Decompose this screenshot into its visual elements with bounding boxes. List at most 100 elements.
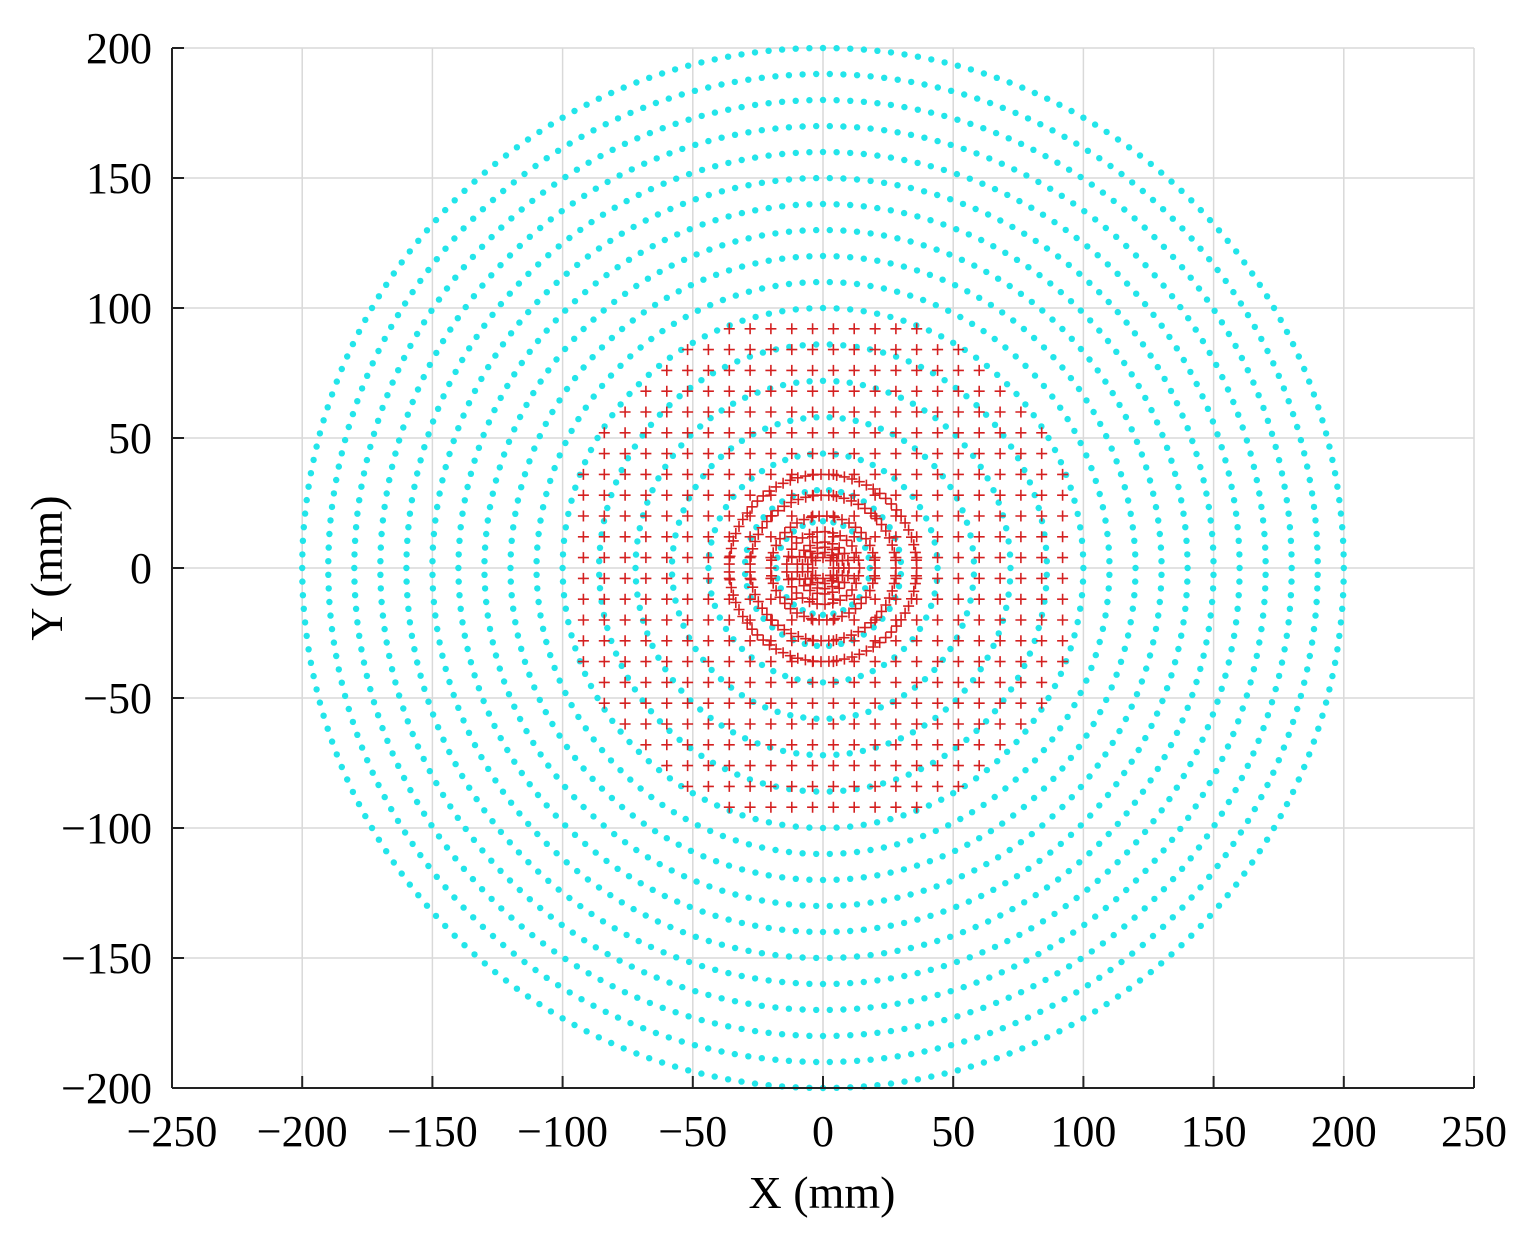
cyan-dot (692, 196, 699, 203)
cyan-dot (1224, 892, 1231, 899)
cyan-dot (1011, 963, 1018, 970)
cyan-dot (1113, 671, 1120, 678)
cyan-dot (731, 944, 739, 952)
cyan-dot (1230, 398, 1237, 406)
cyan-dot (1054, 876, 1062, 883)
cyan-dot (833, 751, 840, 758)
cyan-dot (847, 201, 854, 209)
red-plus (871, 611, 883, 623)
cyan-dot (1068, 107, 1075, 115)
cyan-dot (806, 751, 813, 758)
cyan-dot (1077, 605, 1084, 612)
cyan-dot (341, 436, 349, 444)
red-plus (640, 697, 652, 709)
cyan-dot (995, 630, 1002, 637)
cyan-dot (819, 518, 827, 525)
cyan-dot (1113, 781, 1120, 788)
cyan-dot (1260, 724, 1267, 732)
red-plus (911, 718, 923, 730)
cyan-dot (914, 159, 921, 167)
cyan-dot (857, 456, 864, 464)
red-plus (819, 598, 831, 610)
cyan-dot (417, 851, 424, 859)
cyan-dot (934, 564, 941, 572)
cyan-dot (705, 991, 712, 999)
cyan-dot (705, 137, 712, 145)
cyan-dot (383, 490, 390, 497)
cyan-dot (575, 415, 582, 423)
cyan-dot (666, 402, 673, 409)
cyan-dot (404, 718, 411, 725)
cyan-dot (774, 421, 781, 428)
cyan-dot (874, 257, 881, 264)
cyan-dot (907, 292, 914, 299)
cyan-dot (521, 170, 528, 178)
cyan-dot (455, 704, 462, 711)
cyan-dot (518, 484, 525, 491)
red-plus (745, 574, 757, 586)
cyan-dot (739, 812, 746, 819)
cyan-dot (1118, 170, 1125, 178)
cyan-dot (1230, 497, 1238, 504)
cyan-dot (351, 578, 358, 585)
cyan-dot (1010, 812, 1017, 819)
red-plus (821, 614, 833, 626)
cyan-dot (1071, 427, 1078, 435)
cyan-dot (531, 684, 538, 691)
cyan-dot (984, 918, 992, 925)
red-plus (741, 507, 753, 519)
cyan-dot (614, 264, 621, 271)
cyan-dot (980, 327, 987, 335)
cyan-dot (629, 317, 636, 324)
cyan-dot (983, 362, 991, 370)
cyan-dot (1297, 692, 1305, 700)
cyan-dot (923, 614, 930, 621)
cyan-dot (752, 260, 759, 267)
cyan-dot (545, 877, 552, 884)
cyan-dot (792, 927, 799, 935)
red-plus (973, 468, 985, 480)
cyan-dot (738, 156, 745, 164)
cyan-dot (654, 211, 662, 218)
red-plus (702, 635, 714, 647)
cyan-dot (806, 876, 813, 883)
cyan-dot (450, 437, 457, 445)
cyan-dot (826, 174, 833, 182)
cyan-dot (563, 385, 571, 393)
cyan-dot (819, 611, 827, 618)
red-plus (786, 780, 798, 792)
cyan-dot (537, 612, 544, 619)
cyan-dot (819, 44, 827, 52)
cyan-dot (1067, 374, 1075, 382)
cyan-dot (537, 224, 544, 232)
cyan-dot (1208, 530, 1216, 538)
cyan-dot (500, 451, 508, 458)
cyan-dot (927, 966, 934, 973)
cyan-dot (405, 605, 412, 612)
y-tick-label: 100 (86, 284, 152, 333)
cyan-dot (547, 913, 554, 920)
cyan-dot (738, 103, 745, 111)
red-plus (911, 364, 923, 376)
cyan-dot (765, 100, 772, 107)
cyan-dot (806, 980, 813, 987)
cyan-dot (1143, 665, 1150, 672)
cyan-dot (423, 902, 431, 909)
cyan-dot (471, 741, 479, 749)
red-plus (834, 530, 846, 542)
cyan-dot (697, 423, 704, 430)
cyan-dot (840, 1058, 847, 1065)
cyan-dot (1014, 674, 1022, 681)
red-plus (725, 582, 737, 593)
cyan-dot (990, 642, 997, 649)
cyan-dot (865, 421, 872, 428)
cyan-dot (907, 184, 915, 192)
cyan-dot (919, 296, 927, 304)
cyan-dot (656, 860, 663, 868)
cyan-dot (1091, 121, 1099, 128)
cyan-dot (647, 421, 655, 428)
cyan-dot (1206, 912, 1214, 920)
cyan-dot (731, 998, 739, 1005)
cyan-dot (328, 625, 336, 633)
red-plus (765, 676, 777, 688)
